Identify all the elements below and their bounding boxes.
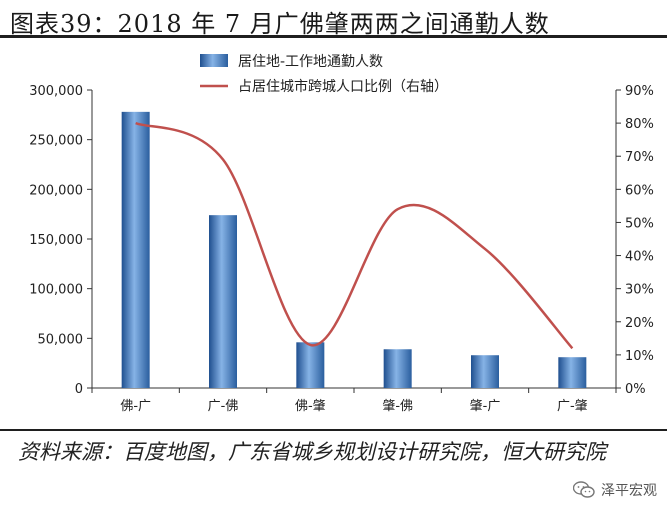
x-tick-label: 肇-广: [470, 399, 501, 414]
y-right-tick-label: 40%: [625, 250, 654, 265]
chart-svg: 0 50,000 100,000 150,000 200,000 250,000 300,0…: [29, 54, 654, 414]
wechat-icon: [573, 481, 595, 498]
legend-swatch-bar: [200, 54, 228, 67]
x-tick-label: 广-肇: [557, 399, 588, 414]
series-line: [135, 121, 574, 350]
y-left-tick-label: 150,000: [29, 233, 83, 248]
bar: [296, 342, 325, 388]
y-left-tick-label: 250,000: [29, 134, 83, 149]
y-right-tick-label: 90%: [625, 84, 654, 99]
y-left-tick-label: 100,000: [29, 283, 83, 298]
source-note: 资料来源：百度地图，广东省城乡规划设计研究院，恒大研究院: [18, 440, 606, 464]
bar: [121, 111, 150, 388]
y-right-tick-label: 80%: [625, 117, 654, 132]
x-tick-label: 肇-佛: [382, 399, 413, 414]
y-left-tick-label: 0: [75, 382, 83, 397]
bar: [471, 355, 499, 388]
y-right-tick-label: 20%: [625, 316, 654, 331]
source-divider: [0, 429, 667, 431]
bar: [209, 215, 237, 388]
y-right-tick-label: 50%: [625, 216, 654, 231]
chart-area: 0 50,000 100,000 150,000 200,000 250,000 300,0…: [0, 38, 667, 428]
legend-label-bar: 居住地-工作地通勤人数: [238, 54, 383, 70]
y-right-tick-label: 70%: [625, 150, 654, 165]
bar: [383, 349, 412, 388]
y-left-tick-label: 300,000: [29, 84, 83, 99]
y-right-tick-label: 0%: [625, 382, 646, 397]
y-right-tick-label: 30%: [625, 283, 654, 298]
x-tick-label: 广-佛: [208, 399, 239, 414]
y-left-tick-label: 50,000: [38, 332, 84, 347]
y-right-tick-label: 10%: [625, 349, 654, 364]
x-tick-label: 佛-广: [120, 399, 151, 414]
legend-label-line: 占居住城市跨城人口比例（右轴）: [238, 78, 448, 95]
watermark-label: 泽平宏观: [601, 483, 657, 499]
bar: [558, 357, 587, 388]
chart-title: 图表39：2018 年 7 月广佛肇两两之间通勤人数: [10, 10, 550, 38]
y-right-tick-label: 60%: [625, 183, 654, 198]
x-tick-label: 佛-肇: [295, 399, 326, 414]
watermark: 泽平宏观: [573, 480, 657, 500]
y-left-tick-label: 200,000: [29, 183, 83, 198]
title-bar: 图表39：2018 年 7 月广佛肇两两之间通勤人数: [0, 0, 667, 38]
